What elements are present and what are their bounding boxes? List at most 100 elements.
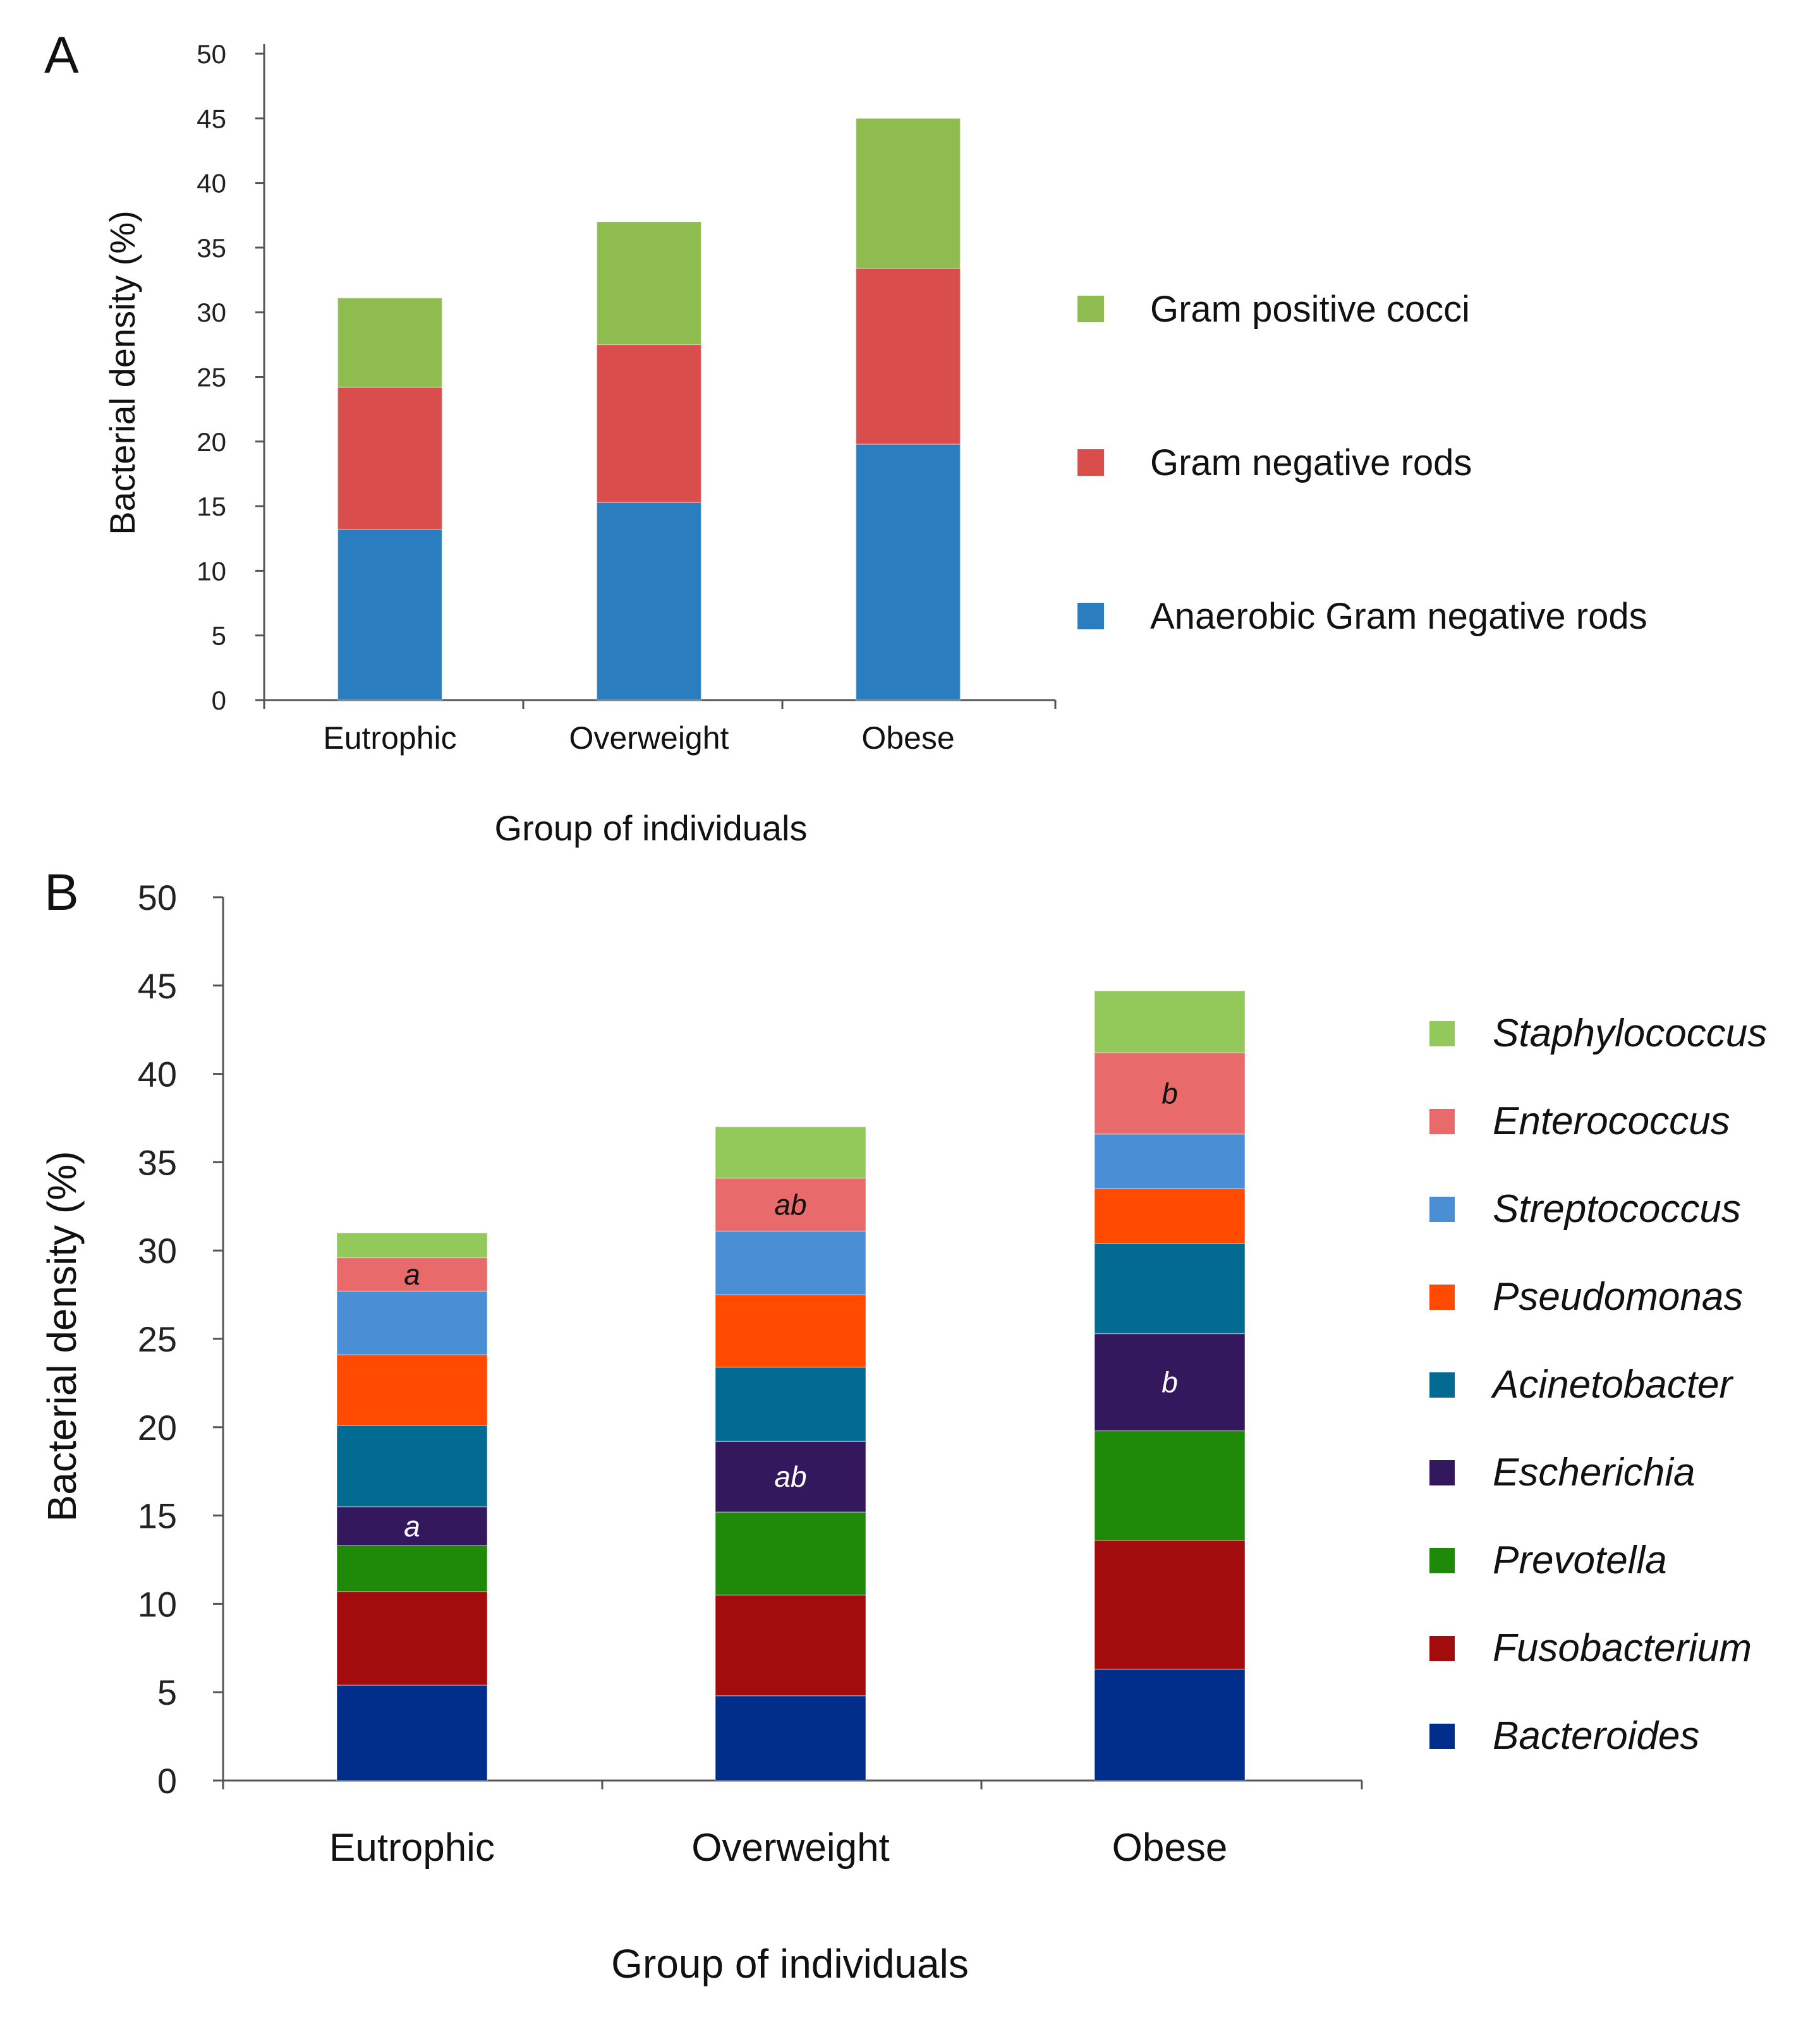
y-tick-label: 0: [157, 1761, 177, 1801]
y-tick-label: 30: [138, 1231, 177, 1271]
panel-a-letter: A: [44, 27, 79, 84]
bar-segment-gram-negative-rods: [855, 267, 961, 445]
bar-segment-streptococcus: [1094, 1133, 1246, 1190]
y-tick-label: 50: [138, 878, 177, 917]
bar-segment-acinetobacter: [336, 1425, 488, 1508]
bar-segment-fusobacterium: [715, 1594, 866, 1696]
legend-item: Fusobacterium: [1429, 1626, 1752, 1670]
legend-item: Bacteroides: [1429, 1714, 1699, 1758]
y-tick-label: 25: [197, 363, 226, 392]
bar-segment-fusobacterium: [336, 1591, 488, 1686]
legend-swatch: [1077, 449, 1104, 476]
x-category-label: Eutrophic: [329, 1826, 495, 1870]
legend-swatch: [1429, 1724, 1455, 1749]
legend-item: Staphylococcus: [1429, 1012, 1767, 1055]
x-category-label: Overweight: [691, 1826, 890, 1870]
legend-label: Gram negative rods: [1150, 442, 1472, 483]
panel-a-legend: Anaerobic Gram negative rods Gram negativ…: [1077, 289, 1647, 637]
y-tick-label: 45: [138, 966, 177, 1006]
y-tick-label: 0: [212, 686, 226, 715]
legend-item: Acinetobacter: [1429, 1363, 1733, 1406]
bar-segment-gram-positive-cocci: [855, 118, 961, 269]
legend-item: Prevotella: [1429, 1539, 1667, 1582]
panel-a-bars: [337, 118, 961, 701]
legend-swatch: [1429, 1636, 1455, 1661]
bar-segment-fusobacterium: [1094, 1539, 1246, 1670]
legend-label: Prevotella: [1493, 1539, 1667, 1582]
y-tick-label: 10: [138, 1584, 177, 1624]
legend-swatch: [1429, 1548, 1455, 1573]
legend-swatch: [1429, 1285, 1455, 1310]
y-tick-label: 5: [212, 621, 226, 651]
significance-label: a: [404, 1258, 420, 1291]
x-category-label: Obese: [861, 720, 954, 756]
legend-item: Enterococcus: [1429, 1099, 1730, 1143]
bar-segment-anaerobic-gram-negative-rods: [855, 444, 961, 701]
panel-a-x-axis-title: Group of individuals: [495, 808, 808, 848]
panel-b: B 0 5 10 15 20 25 30 35 40 45 50 a a ab ab b b Eutrophi…: [39, 864, 1767, 1987]
bar-segment-escherichia: [715, 1441, 866, 1513]
bar-segment-pseudomonas: [336, 1354, 488, 1426]
panel-b-significance-labels: a a ab ab b b: [404, 1077, 1178, 1542]
bar-segment-enterococcus: [715, 1177, 866, 1232]
bar-segment-gram-positive-cocci: [337, 297, 443, 388]
bar-segment-staphylococcus: [1094, 990, 1246, 1053]
panel-b-x-categories: Eutrophic Overweight Obese: [329, 1826, 1227, 1870]
bar-segment-bacteroides: [715, 1695, 866, 1781]
y-tick-label: 15: [138, 1496, 177, 1536]
panel-b-y-ticks: 0 5 10 15 20 25 30 35 40 45 50: [138, 878, 1363, 1801]
legend-label: Enterococcus: [1493, 1099, 1730, 1143]
bar-segment-prevotella: [336, 1545, 488, 1592]
legend-label: Streptococcus: [1493, 1187, 1741, 1231]
bar-segment-gram-negative-rods: [337, 387, 443, 530]
legend-item: Streptococcus: [1429, 1187, 1741, 1231]
panel-b-x-axis-title: Group of individuals: [611, 1941, 969, 1987]
y-tick-label: 25: [138, 1319, 177, 1359]
x-category-label: Obese: [1112, 1826, 1228, 1870]
legend-label: Escherichia: [1493, 1451, 1695, 1494]
bar-segment-acinetobacter: [1094, 1243, 1246, 1334]
legend-label: Acinetobacter: [1490, 1363, 1733, 1406]
y-tick-label: 10: [197, 556, 226, 586]
legend-swatch: [1429, 1372, 1455, 1398]
panel-a-x-categories: Eutrophic Overweight Obese: [323, 720, 954, 756]
bar-segment-bacteroides: [336, 1684, 488, 1781]
y-tick-label: 5: [157, 1672, 177, 1712]
y-tick-label: 20: [138, 1408, 177, 1448]
y-tick-label: 40: [197, 169, 226, 198]
legend-swatch: [1429, 1197, 1455, 1222]
bar-segment-pseudomonas: [1094, 1188, 1246, 1244]
panel-b-legend: Bacteroides Fusobacterium Prevotella Escher…: [1429, 1012, 1767, 1758]
bar-segment-bacteroides: [1094, 1669, 1246, 1781]
bar-segment-anaerobic-gram-negative-rods: [337, 529, 443, 701]
significance-label: b: [1162, 1366, 1178, 1399]
legend-item: Gram negative rods: [1077, 442, 1472, 483]
legend-swatch: [1429, 1460, 1455, 1485]
panel-a-y-axis-title: Bacterial density (%): [102, 210, 142, 535]
legend-swatch: [1429, 1021, 1455, 1046]
legend-label: Anaerobic Gram negative rods: [1150, 596, 1647, 637]
legend-item: Pseudomonas: [1429, 1275, 1743, 1319]
panel-b-y-axis-title: Bacterial density (%): [39, 1151, 85, 1522]
legend-item: Gram positive cocci: [1077, 289, 1470, 330]
significance-label: ab: [774, 1460, 806, 1493]
bar-segment-streptococcus: [336, 1290, 488, 1355]
y-tick-label: 20: [197, 427, 226, 457]
bar-segment-escherichia: [336, 1506, 488, 1546]
bar-segment-acinetobacter: [715, 1366, 866, 1442]
y-tick-label: 35: [197, 233, 226, 263]
bar-segment-anaerobic-gram-negative-rods: [596, 502, 702, 701]
bar-segment-prevotella: [715, 1511, 866, 1596]
significance-label: a: [404, 1509, 420, 1542]
panel-a: A 0 5 10 15 20 25 30 35 40 45 50 Eutrophic Overweig…: [44, 27, 1647, 848]
legend-label: Fusobacterium: [1493, 1626, 1752, 1670]
legend-swatch: [1429, 1109, 1455, 1134]
legend-label: Bacteroides: [1493, 1714, 1699, 1758]
bar-segment-prevotella: [1094, 1430, 1246, 1541]
y-tick-label: 50: [197, 39, 226, 69]
bar-segment-staphylococcus: [715, 1126, 866, 1179]
x-category-label: Overweight: [569, 720, 729, 756]
bar-segment-streptococcus: [715, 1230, 866, 1295]
